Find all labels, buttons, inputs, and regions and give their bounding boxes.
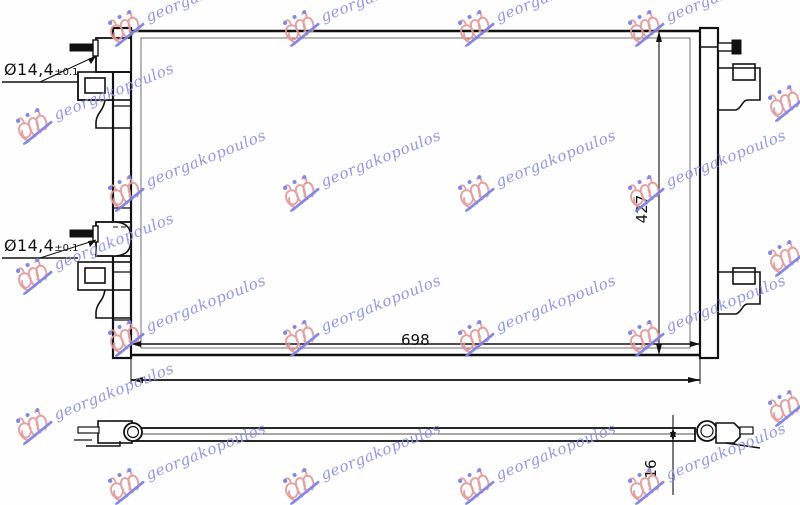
- right-tank: [698, 26, 720, 360]
- lower-fitting-cap: [112, 221, 132, 257]
- lower-diameter-value: Ø14,4: [4, 236, 55, 255]
- side-right-tail: [725, 442, 761, 449]
- upper-dim-leader: [39, 55, 97, 83]
- right-lower-bracket-outline: [718, 271, 761, 315]
- lower-dim-arrow: [88, 240, 96, 247]
- height-dimension-label: 427: [633, 194, 651, 224]
- lower-inlet-fitting: [39, 221, 132, 319]
- width-dimension: [130, 341, 701, 384]
- right-upper-bolt-head: [731, 39, 742, 55]
- lower-fitting-flange: [92, 225, 99, 243]
- side-left-stub: [77, 426, 100, 434]
- thickness-arrow-bottom: [670, 432, 676, 441]
- left-tank: [111, 26, 133, 360]
- upper-bracket-outline: [77, 72, 113, 101]
- height-dimension: [656, 31, 662, 355]
- front-view-core: [111, 26, 720, 360]
- lower-dim-leader: [39, 239, 97, 259]
- upper-diameter-tolerance: ±0.1: [54, 67, 79, 78]
- lower-diameter-tolerance: ±0.1: [54, 243, 79, 254]
- side-right-fitting-body: [715, 422, 741, 444]
- width-dim-arrow-right: [688, 377, 700, 383]
- side-left-bracket: [86, 441, 121, 447]
- side-view-right-fitting: [696, 420, 761, 449]
- upper-inlet-fitting: [39, 37, 132, 129]
- right-lower-bracket-hole: [732, 267, 756, 285]
- thickness-dimension-label: 16: [642, 459, 660, 479]
- fin-block: [140, 37, 691, 349]
- upper-bracket-hole: [84, 77, 106, 94]
- lower-bracket-hole: [84, 267, 106, 284]
- right-upper-bracket-hole: [732, 63, 756, 81]
- width-dimension-label: 698: [401, 331, 430, 349]
- right-upper-bracket: [700, 39, 761, 111]
- left-tank-dividers: [113, 65, 131, 321]
- upper-fitting-flange: [92, 39, 99, 57]
- lower-bracket-tail: [95, 289, 131, 319]
- right-upper-bracket-outline: [718, 67, 761, 111]
- width-ref-arrow-left: [131, 341, 141, 347]
- thickness-dimension: [670, 415, 676, 495]
- side-right-port-bore: [700, 424, 714, 438]
- upper-bracket-tail: [95, 99, 131, 129]
- height-dim-arrow-bottom: [656, 344, 662, 355]
- upper-fitting-body: [95, 37, 132, 73]
- side-left-port-bore: [126, 425, 140, 439]
- upper-diameter-label: Ø14,4±0.1: [4, 60, 79, 79]
- width-ref-arrow-right: [690, 341, 700, 347]
- upper-dim-arrow: [88, 56, 96, 64]
- right-lower-bracket: [718, 267, 761, 315]
- side-view-core-slab: [129, 427, 696, 442]
- width-dim-arrow-left: [131, 377, 143, 383]
- lower-diameter-label: Ø14,4±0.1: [4, 236, 79, 255]
- height-dim-arrow-top: [656, 31, 662, 42]
- side-view: [74, 415, 761, 495]
- side-right-stub: [739, 426, 754, 435]
- side-view-left-fitting: [74, 420, 143, 447]
- upper-diameter-value: Ø14,4: [4, 60, 55, 79]
- core-outline: [130, 30, 701, 356]
